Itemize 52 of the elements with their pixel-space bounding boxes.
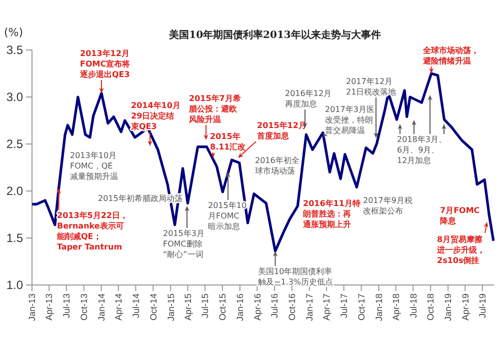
x-tick-label: Jul-19 — [478, 294, 488, 318]
chart-title: 美国10年期国债利率2013年以来走势与大事件 — [168, 29, 381, 41]
x-tick-label: Jan-16 — [235, 294, 246, 322]
annotation: 2018年3月、6月、9月、12月加息 — [397, 135, 446, 165]
x-tick-label: Apr-18 — [390, 294, 401, 321]
x-tick-label: Jul-17 — [338, 294, 349, 318]
x-tick-label: Apr-14 — [114, 294, 124, 321]
x-tick-label: Oct-13 — [78, 294, 89, 321]
x-tick-label: Jan-19 — [443, 294, 454, 322]
y-tick-label: 1.5 — [6, 230, 24, 245]
x-tick-label: Oct-18 — [426, 294, 436, 321]
annotation: 2015年8.11汇改 — [210, 132, 247, 152]
x-tick-label: Jan-13 — [27, 294, 38, 322]
annotation: 7月FOMC降息 — [440, 206, 480, 226]
x-tick-label: Jul-16 — [270, 294, 280, 318]
y-tick-label: 3.0 — [6, 90, 24, 104]
x-tick-label: Apr-15 — [182, 294, 193, 321]
annotation: 2017年3月医改受挫，特朗普交易降温 — [325, 105, 374, 135]
annotation: 2013年10月FOMC，QE减量预期升温 — [70, 151, 118, 181]
annotation: 美国10年期国债利率触及~1.3%历史低点 — [258, 267, 334, 286]
annotation: 2016年11月特朗普胜选：再通胀预期上升 — [302, 199, 360, 229]
annotation: 2013年5月22日，Bernanke表示可能削减QE；Taper Tantrum — [57, 211, 128, 252]
x-tick-label: Oct-17 — [356, 294, 366, 321]
x-tick-label: Jul-18 — [408, 294, 418, 318]
x-tick-label: Apr-19 — [460, 294, 470, 321]
x-tick-label: Jan-17 — [304, 294, 315, 322]
y-axis-title: (%) — [4, 26, 24, 39]
annotation: 2017年9月税改框架公布 — [363, 196, 412, 216]
x-tick-label: Jul-15 — [200, 294, 210, 318]
x-tick-label: Apr-13 — [44, 294, 54, 321]
x-tick-label: Oct-14 — [148, 294, 158, 321]
x-tick-label: Oct-16 — [287, 294, 298, 321]
annotation: 2015年3月FOMC删除“耐心”一词 — [163, 229, 204, 259]
y-tick-label: 2.0 — [6, 184, 24, 198]
y-tick-label: 2.5 — [6, 136, 24, 151]
annotation: 全球市场动荡，避险情绪升温 — [422, 45, 479, 66]
annotation: 2017年12月21日税改落地 — [346, 77, 396, 96]
y-tick-label: 3.5 — [6, 42, 24, 57]
annotation: 2016年初全球市场动荡 — [255, 156, 300, 176]
x-tick-label: Jul-13 — [62, 294, 72, 318]
x-tick-label: Jan-18 — [374, 294, 384, 322]
x-tick-label: Apr-16 — [252, 294, 262, 321]
x-tick-label: Oct-15 — [218, 294, 228, 321]
annotation: 2014年10月29日决定结束QE3 — [130, 101, 180, 131]
annotation: 8月贸易摩擦进一步升级，2s10s倒挂 — [436, 234, 485, 265]
x-tick-label: Apr-17 — [322, 294, 332, 321]
x-tick-label: Jan-15 — [166, 294, 176, 322]
annotation: 2013年12月FOMC宣布将逐步退出QE3 — [79, 49, 130, 79]
x-tick-label: Jan-14 — [96, 294, 106, 322]
x-tick-label: Jul-14 — [130, 294, 141, 318]
annotation: 2015年7月希腊公投：避欧风险升温 — [188, 94, 241, 124]
y-tick-label: 1.0 — [6, 278, 24, 292]
